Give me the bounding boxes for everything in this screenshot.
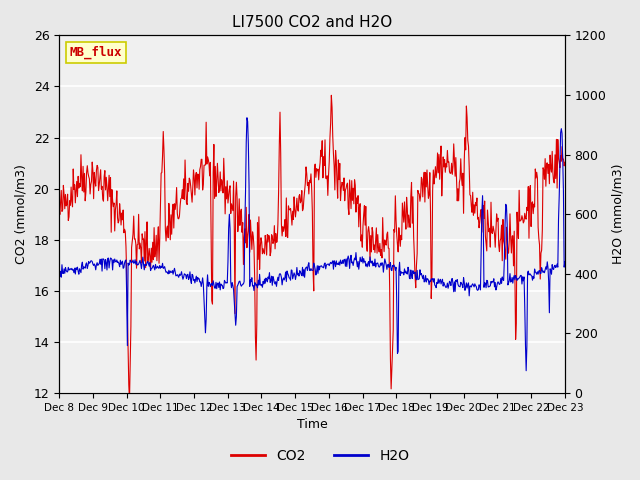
Y-axis label: CO2 (mmol/m3): CO2 (mmol/m3)	[15, 164, 28, 264]
X-axis label: Time: Time	[296, 419, 328, 432]
Title: LI7500 CO2 and H2O: LI7500 CO2 and H2O	[232, 15, 392, 30]
Text: MB_flux: MB_flux	[69, 46, 122, 60]
Y-axis label: H2O (mmol/m3): H2O (mmol/m3)	[612, 164, 625, 264]
Legend: CO2, H2O: CO2, H2O	[225, 443, 415, 468]
